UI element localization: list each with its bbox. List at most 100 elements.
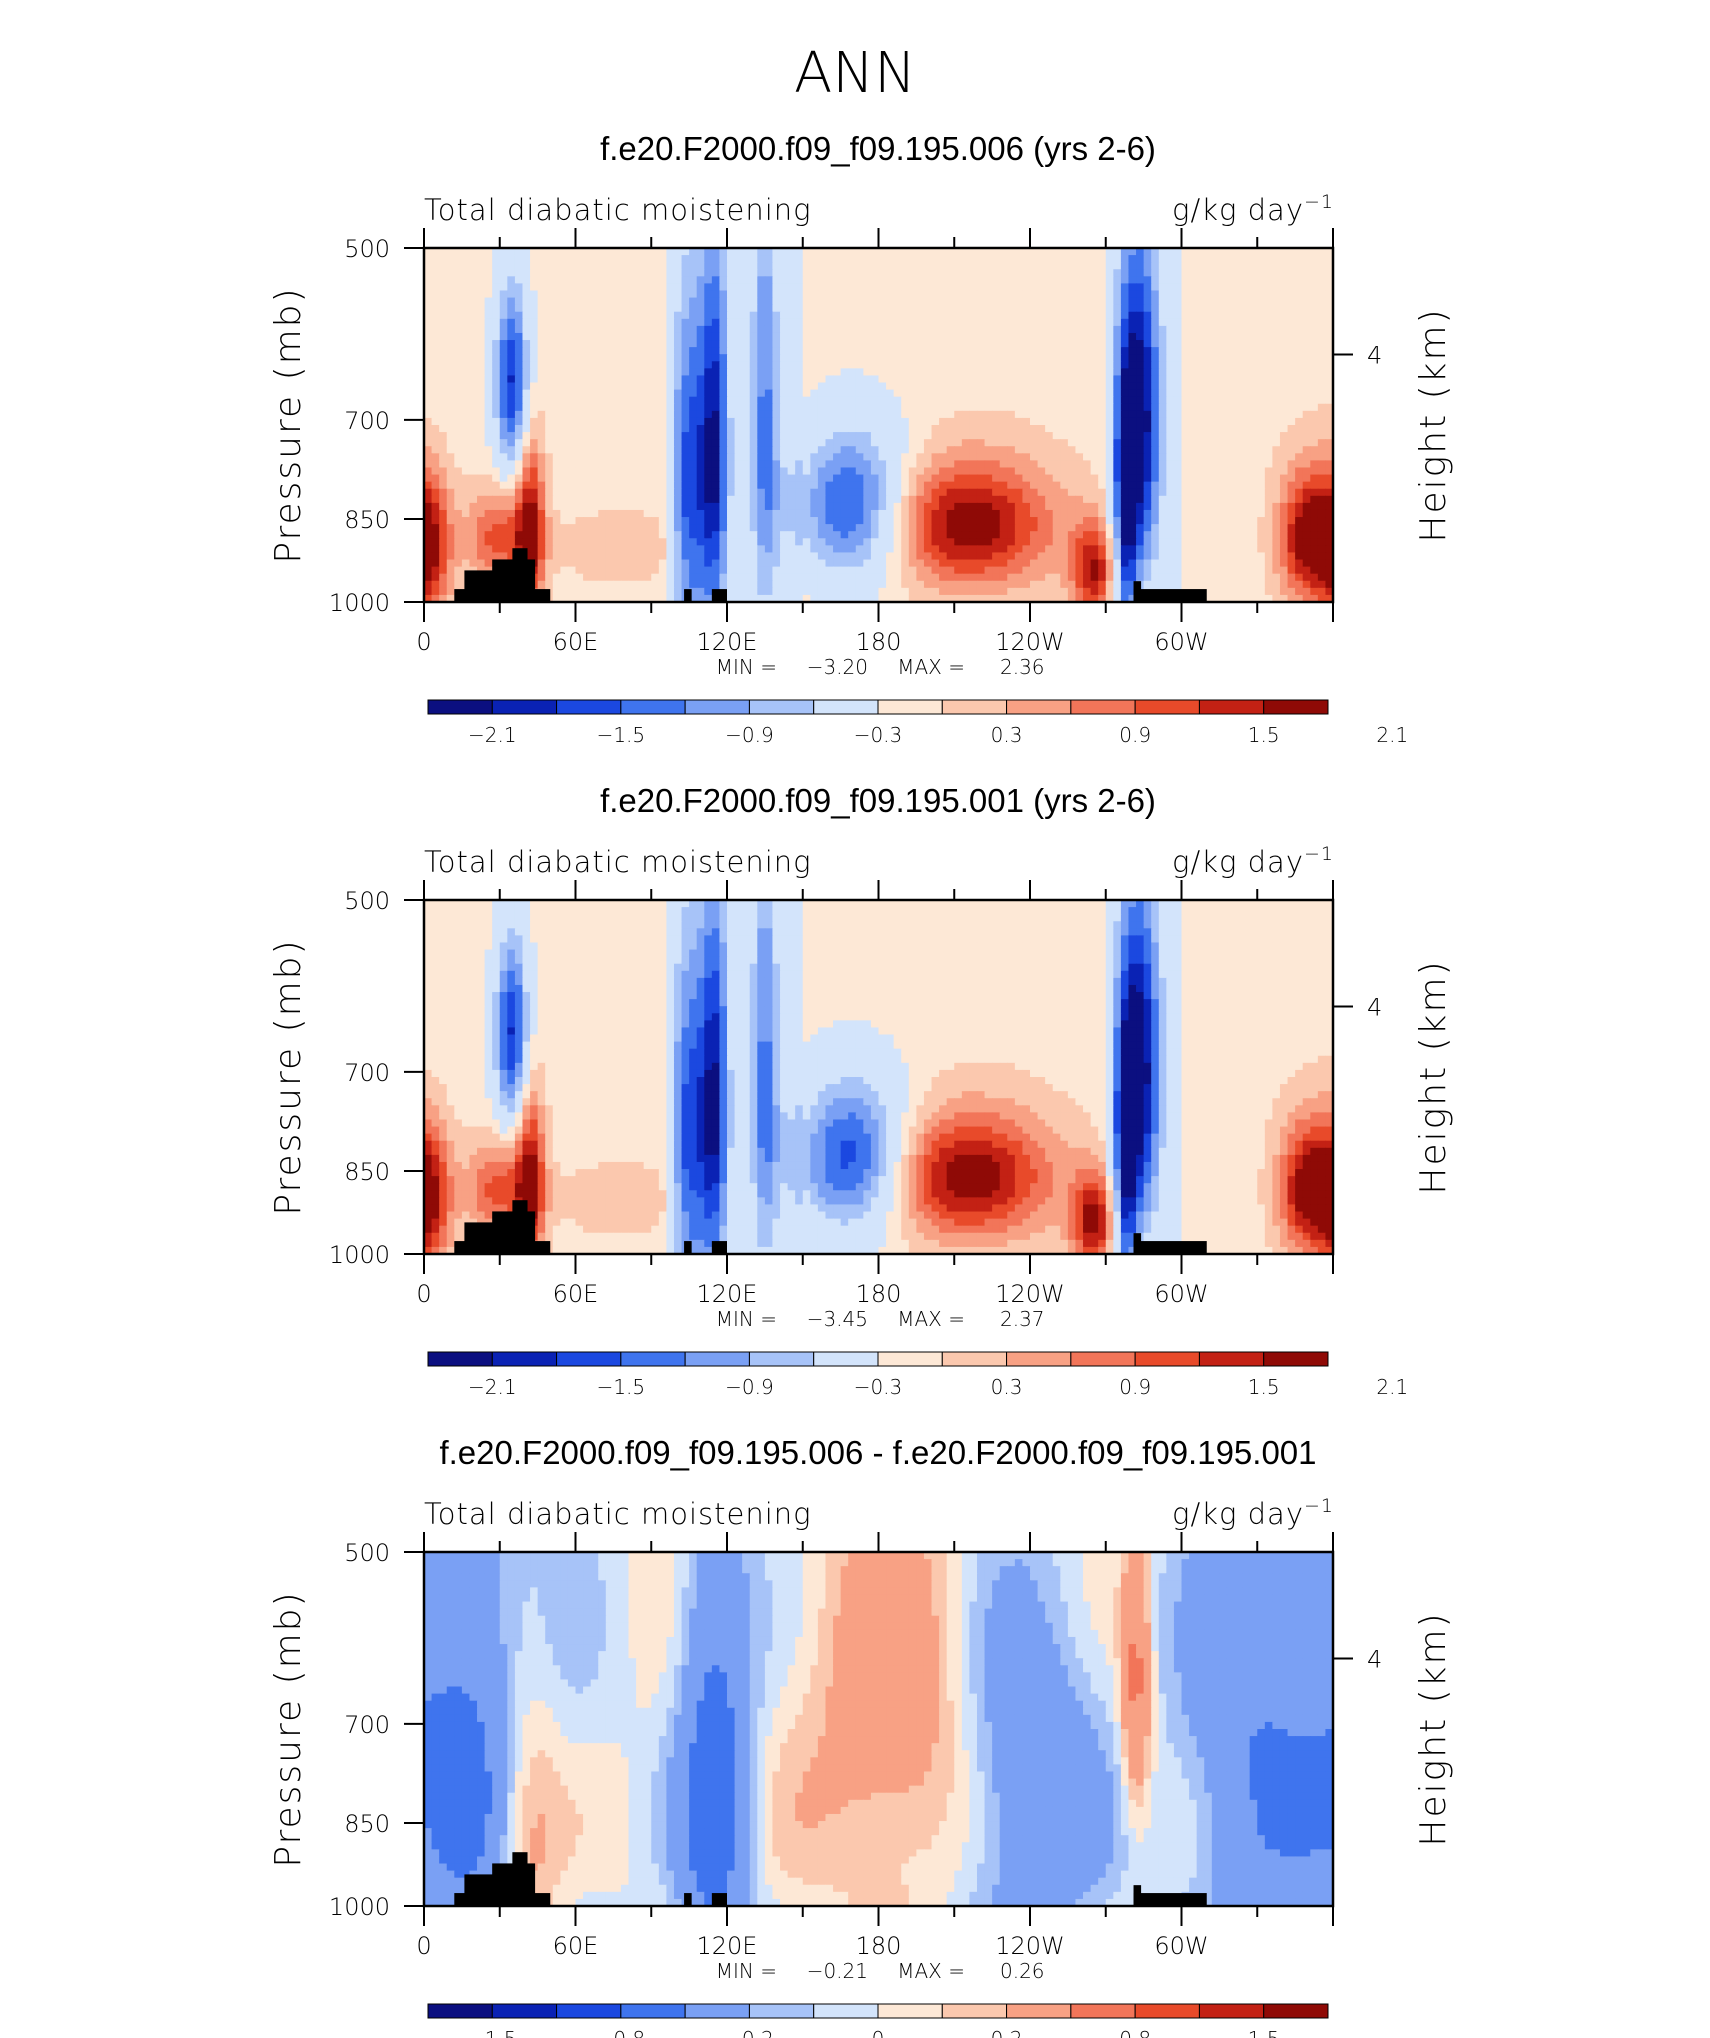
colorbar-label: −2.1 <box>468 723 517 747</box>
colorbar-bin <box>877 1351 943 1367</box>
x-tick-label: 120E <box>697 1932 758 1960</box>
colorbar-label: 0 <box>872 2027 885 2038</box>
y-right-tick-label: 4 <box>1367 1646 1382 1674</box>
colorbar-bin <box>620 2003 686 2019</box>
y-tick-label: 700 <box>344 407 390 435</box>
x-tick-label: 0 <box>416 628 431 656</box>
colorbar-bin <box>491 2003 558 2019</box>
land-mask <box>512 1852 528 1906</box>
colorbar-label: −0.2 <box>725 2027 774 2038</box>
variable-label: Total diabatic moistening <box>424 1497 812 1531</box>
colorbar-label: 1.5 <box>1248 723 1280 747</box>
panel-1: f.e20.F2000.f09_f09.195.006 (yrs 2-6) Tot… <box>268 130 1454 747</box>
x-tick-label: 60E <box>553 1932 599 1960</box>
y-tick-label: 850 <box>344 506 390 534</box>
colorbar-bin <box>684 1351 750 1367</box>
min-label: MIN = <box>716 1959 777 1983</box>
y-axis-title: Pressure (mb) <box>268 1590 309 1867</box>
variable-label: Total diabatic moistening <box>424 193 812 227</box>
max-label: MAX = <box>897 1307 965 1331</box>
colorbar-label: 0.2 <box>991 2027 1023 2038</box>
max-value: 2.37 <box>1000 1307 1045 1331</box>
colorbar-bin <box>1134 1351 1200 1367</box>
x-tick-label: 120W <box>995 1932 1065 1960</box>
colorbar-bin <box>556 1351 622 1367</box>
colorbar-bin <box>427 2003 493 2019</box>
colorbar-bin <box>684 2003 750 2019</box>
y-axis-title: Pressure (mb) <box>268 938 309 1215</box>
units-base: g/kg day <box>1172 845 1304 879</box>
colorbar-label: −2.1 <box>468 1375 517 1399</box>
y-tick-label: 1000 <box>329 1241 390 1269</box>
colorbar-bin <box>1134 2003 1200 2019</box>
colorbar-bin <box>620 699 686 715</box>
land-mask <box>711 1241 727 1254</box>
land-mask <box>1133 1885 1142 1906</box>
y-right-tick-label: 4 <box>1367 342 1382 370</box>
x-tick-label: 120W <box>995 628 1065 656</box>
colorbar-bin <box>1198 699 1265 715</box>
land-mask <box>454 589 551 602</box>
min-value: −0.21 <box>807 1959 868 1983</box>
colorbar-bin <box>877 2003 943 2019</box>
colorbar-bin <box>1006 699 1072 715</box>
colorbar-bin <box>1198 2003 1265 2019</box>
land-mask <box>711 589 727 602</box>
max-value: 0.26 <box>1000 1959 1045 1983</box>
colorbar-bin <box>813 699 879 715</box>
units-label: g/kg day−1 <box>1172 191 1334 227</box>
contour-field <box>424 900 1333 1254</box>
y-tick-label: 500 <box>344 235 390 263</box>
x-tick-label: 180 <box>856 1280 902 1308</box>
land-mask <box>1133 1233 1142 1254</box>
colorbar-bin <box>491 1351 558 1367</box>
figure-title: ANN <box>794 41 916 106</box>
land-mask <box>1133 581 1142 602</box>
colorbar-label: −0.9 <box>725 723 774 747</box>
colorbar-label: 2.1 <box>1376 723 1408 747</box>
y-axis-title: Pressure (mb) <box>268 286 309 563</box>
panel-title: f.e20.F2000.f09_f09.195.006 - f.e20.F200… <box>439 1434 1316 1471</box>
colorbar-label: 2.1 <box>1376 1375 1408 1399</box>
x-tick-label: 120E <box>697 628 758 656</box>
colorbar-bin <box>1198 1351 1265 1367</box>
colorbar-bin <box>491 699 558 715</box>
max-label: MAX = <box>897 655 965 679</box>
land-mask <box>684 1241 692 1254</box>
colorbar-bin <box>1070 2003 1136 2019</box>
y-tick-label: 700 <box>344 1711 390 1739</box>
colorbar-label: −0.3 <box>854 1375 903 1399</box>
panel-3: f.e20.F2000.f09_f09.195.006 - f.e20.F200… <box>268 1434 1454 2038</box>
y-tick-label: 700 <box>344 1059 390 1087</box>
land-mask <box>1133 589 1207 602</box>
y-tick-label: 850 <box>344 1810 390 1838</box>
colorbar-bin <box>877 699 943 715</box>
min-label: MIN = <box>716 655 777 679</box>
colorbar-label: −1.5 <box>468 2027 517 2038</box>
colorbar-bin <box>1134 699 1200 715</box>
units-exponent: −1 <box>1304 191 1334 213</box>
colorbar-bin <box>748 2003 815 2019</box>
colorbar-label: −0.9 <box>725 1375 774 1399</box>
x-tick-label: 60E <box>553 628 599 656</box>
colorbar-bin <box>748 699 815 715</box>
colorbar-bin <box>1263 699 1329 715</box>
y-tick-label: 850 <box>344 1158 390 1186</box>
x-tick-label: 120E <box>697 1280 758 1308</box>
x-tick-label: 0 <box>416 1932 431 1960</box>
colorbar-bin <box>941 1351 1008 1367</box>
colorbar-bin <box>748 1351 815 1367</box>
colorbar-bin <box>813 2003 879 2019</box>
variable-label: Total diabatic moistening <box>424 845 812 879</box>
y-right-axis-title: Height (km) <box>1413 959 1454 1194</box>
y-tick-label: 1000 <box>329 589 390 617</box>
land-mask <box>684 589 692 602</box>
colorbar-label: 0.8 <box>1119 2027 1151 2038</box>
y-right-tick-label: 4 <box>1367 994 1382 1022</box>
y-tick-label: 500 <box>344 1539 390 1567</box>
land-mask <box>512 1200 528 1254</box>
land-mask <box>1133 1241 1207 1254</box>
colorbar-bin <box>556 699 622 715</box>
colorbar-bin <box>941 699 1008 715</box>
